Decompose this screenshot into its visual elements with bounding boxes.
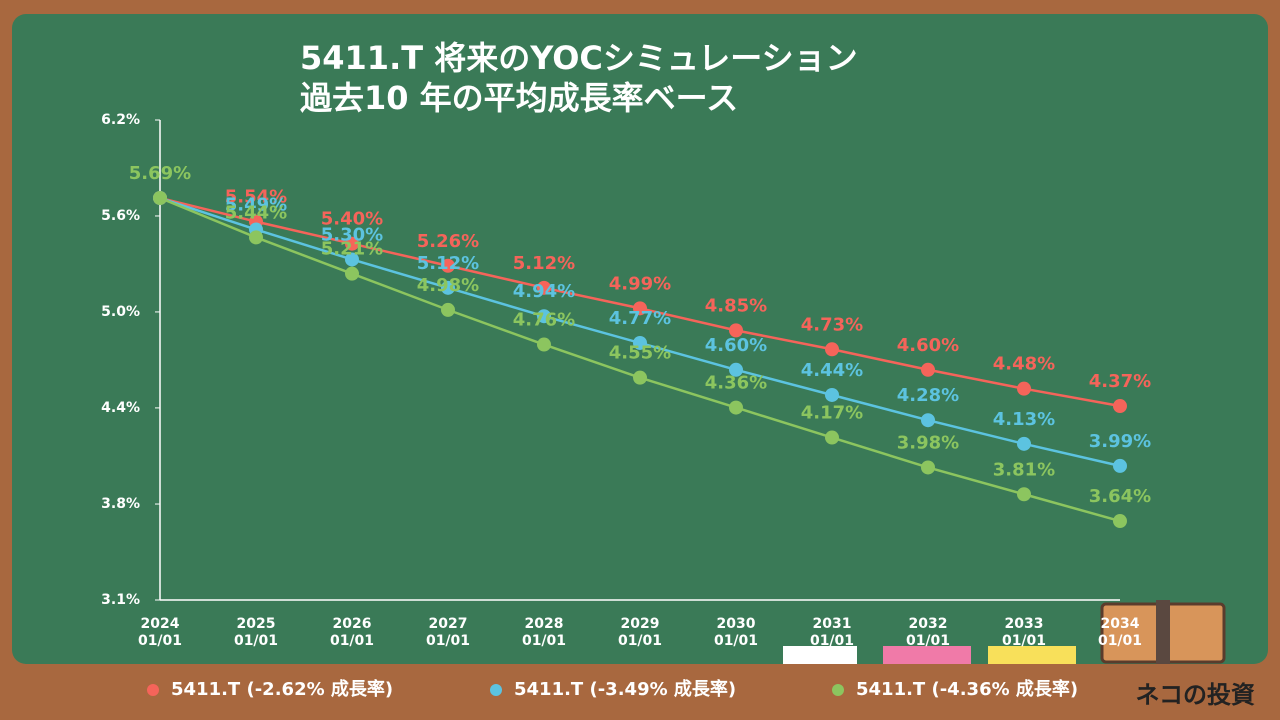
data-label: 5.69% <box>129 163 191 184</box>
point <box>729 323 743 338</box>
point <box>345 266 359 281</box>
data-label: 4.60% <box>705 335 767 356</box>
legend-marker <box>832 684 844 696</box>
data-label: 4.73% <box>801 314 863 335</box>
y-tick-label: 6.2% <box>101 112 140 128</box>
x-tick-label: 2025 01/01 <box>233 616 279 649</box>
data-label: 5.12% <box>417 253 479 274</box>
chart-title: 5411.T 将来のYOCシミュレーション <box>300 39 858 77</box>
legend-label: 5411.T (-2.62% 成長率) <box>171 678 393 700</box>
point <box>1017 436 1031 451</box>
eraser-band <box>1156 600 1170 664</box>
point <box>537 280 551 295</box>
data-label: 3.98% <box>897 432 959 453</box>
data-label: 4.36% <box>705 373 767 394</box>
y-tick-label: 3.1% <box>101 592 140 608</box>
data-label: 4.17% <box>801 403 863 424</box>
point <box>441 258 455 273</box>
data-label: 5.44% <box>225 202 287 223</box>
point <box>1113 514 1127 529</box>
point <box>729 362 743 377</box>
point <box>729 400 743 415</box>
data-label: 4.28% <box>897 385 959 406</box>
chalk <box>783 646 857 664</box>
data-label: 4.99% <box>609 273 671 294</box>
data-label: 5.49% <box>225 195 287 216</box>
data-label: 5.12% <box>513 253 575 274</box>
point <box>825 430 839 445</box>
data-label: 5.40% <box>321 209 383 230</box>
point <box>633 335 647 350</box>
data-label: 4.98% <box>417 275 479 296</box>
chart-subtitle: 過去10 年の平均成長率ベース <box>300 79 738 117</box>
point <box>921 362 935 377</box>
data-label: 4.37% <box>1089 371 1151 392</box>
y-tick-label: 4.4% <box>101 400 140 416</box>
data-label: 4.60% <box>897 335 959 356</box>
legend-label: 5411.T (-3.49% 成長率) <box>514 678 736 700</box>
point <box>633 301 647 316</box>
brand: ネコの投資 <box>1135 681 1255 709</box>
y-tick-label: 3.8% <box>101 496 140 512</box>
x-tick-label: 2027 01/01 <box>425 616 471 649</box>
data-label: 3.99% <box>1089 431 1151 452</box>
x-tick-label: 2031 01/01 <box>809 616 855 649</box>
data-label: 4.94% <box>513 281 575 302</box>
legend-marker <box>490 684 502 696</box>
data-label: 5.26% <box>417 231 479 252</box>
x-tick-label: 2028 01/01 <box>521 616 567 649</box>
point <box>825 387 839 402</box>
point <box>345 252 359 267</box>
y-tick-label: 5.6% <box>101 208 140 224</box>
data-label: 5.54% <box>225 187 287 208</box>
point <box>1017 381 1031 396</box>
chalk <box>883 646 971 664</box>
x-tick-label: 2030 01/01 <box>713 616 759 649</box>
point <box>1113 399 1127 414</box>
data-label: 4.77% <box>609 308 671 329</box>
x-tick-label: 2029 01/01 <box>617 616 663 649</box>
data-label: 4.44% <box>801 360 863 381</box>
chalk <box>988 646 1076 664</box>
x-tick-label: 2034 01/01 <box>1097 616 1143 649</box>
point <box>537 309 551 324</box>
point <box>633 370 647 385</box>
point <box>537 337 551 352</box>
point <box>441 302 455 317</box>
point <box>921 460 935 475</box>
point <box>441 280 455 295</box>
data-label: 3.64% <box>1089 486 1151 507</box>
point <box>825 342 839 357</box>
point <box>1113 458 1127 473</box>
data-label: 5.21% <box>321 239 383 260</box>
x-tick-label: 2032 01/01 <box>905 616 951 649</box>
legend-marker <box>147 684 159 696</box>
data-label: 5.30% <box>321 224 383 245</box>
data-label: 4.76% <box>513 310 575 331</box>
data-label: 4.13% <box>993 409 1055 430</box>
y-tick-label: 5.0% <box>101 304 140 320</box>
x-tick-label: 2024 01/01 <box>137 616 183 649</box>
point <box>1017 487 1031 502</box>
data-label: 4.55% <box>609 343 671 364</box>
data-label: 3.81% <box>993 459 1055 480</box>
point <box>921 413 935 428</box>
point <box>249 230 263 245</box>
data-label: 4.85% <box>705 295 767 316</box>
point <box>153 191 167 206</box>
data-label: 4.48% <box>993 354 1055 375</box>
x-tick-label: 2026 01/01 <box>329 616 375 649</box>
x-tick-label: 2033 01/01 <box>1001 616 1047 649</box>
point <box>345 236 359 251</box>
legend-label: 5411.T (-4.36% 成長率) <box>856 678 1078 700</box>
